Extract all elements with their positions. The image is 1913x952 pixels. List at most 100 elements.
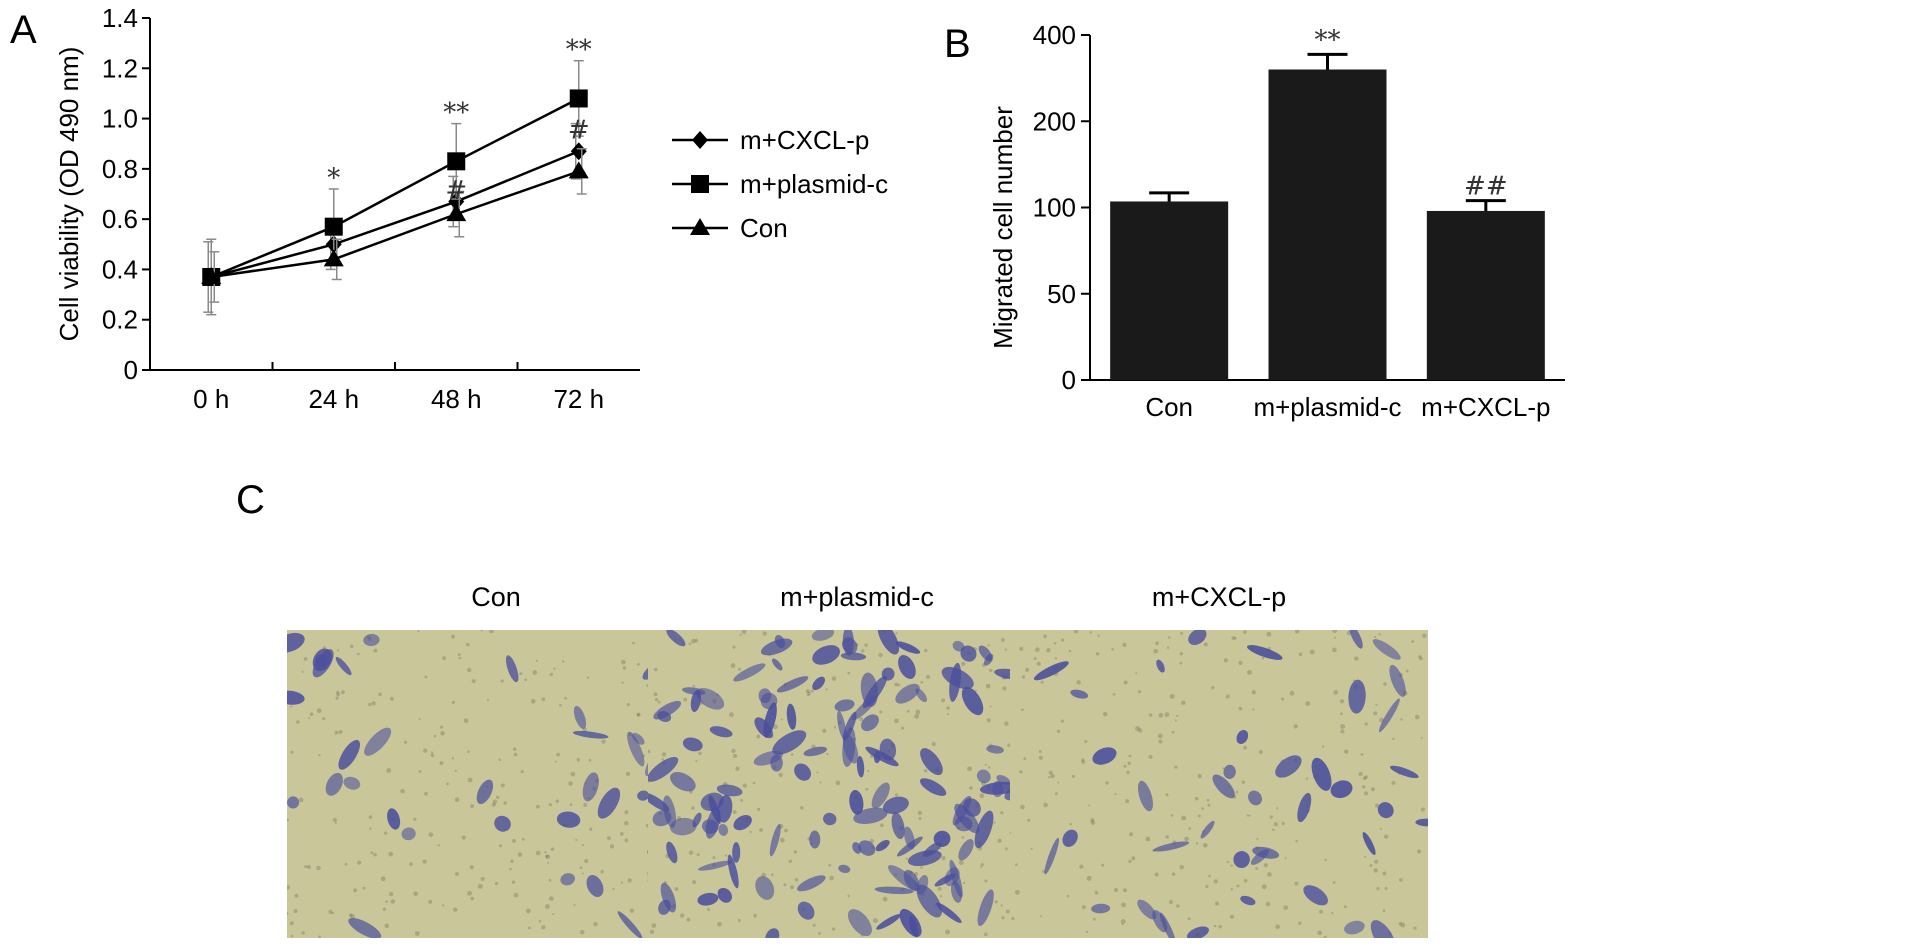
pore-dot [835, 780, 841, 786]
stained-cell [1362, 832, 1376, 855]
stained-cell [883, 796, 909, 814]
pore-dot [348, 913, 353, 917]
pore-dot [895, 632, 898, 635]
pore-dot [290, 934, 294, 938]
pore-dot [454, 769, 457, 773]
pore-dot [1215, 901, 1220, 906]
pore-dot [1267, 872, 1272, 877]
pore-dot [1137, 728, 1143, 733]
pore-dot [1332, 630, 1338, 634]
pore-dot [1201, 807, 1204, 810]
pore-dot [1179, 661, 1183, 665]
pore-dot [1400, 922, 1406, 928]
pore-dot [1309, 649, 1315, 655]
pore-dot [1060, 638, 1065, 642]
pore-dot [500, 783, 505, 788]
pore-dot [304, 865, 308, 869]
pore-dot [901, 726, 905, 730]
stained-cell [753, 750, 783, 766]
pore-dot [729, 712, 734, 718]
pore-dot [859, 717, 864, 722]
pore-dot [538, 920, 542, 923]
pore-dot [712, 856, 716, 860]
stained-cell [1091, 903, 1111, 914]
pore-dot [496, 795, 500, 800]
pore-dot [1066, 894, 1070, 898]
pore-dot [1004, 648, 1008, 651]
pore-dot [724, 854, 728, 857]
stained-cell [907, 850, 942, 867]
pore-dot [568, 781, 573, 786]
stained-cell [325, 772, 343, 796]
pore-dot [1205, 884, 1209, 889]
pore-dot [480, 876, 485, 882]
pore-dot [1015, 863, 1018, 867]
stained-cell [858, 840, 876, 856]
micrograph-label-plasmid: m+plasmid-c [780, 582, 934, 612]
pore-dot [698, 751, 702, 756]
pore-dot [451, 700, 456, 704]
pore-dot [939, 894, 943, 898]
pore-dot [941, 698, 946, 703]
pore-dot [579, 929, 585, 935]
series-line [210, 150, 580, 279]
pore-dot [1238, 660, 1243, 666]
stained-cell [476, 779, 494, 805]
stained-cell [984, 653, 994, 666]
pore-dot [494, 881, 498, 886]
pore-dot [1243, 878, 1248, 883]
pore-dot [564, 696, 567, 700]
stained-cell [809, 830, 821, 849]
pore-dot [800, 805, 804, 810]
pore-dot [409, 862, 413, 866]
pore-dot [498, 758, 501, 762]
pore-dot [730, 663, 736, 669]
stained-cell [1233, 851, 1250, 868]
pore-dot [609, 844, 615, 849]
stained-cell [861, 714, 879, 732]
pore-dot [989, 668, 993, 673]
pore-dot [897, 683, 901, 687]
pore-dot [1122, 642, 1127, 648]
pore-dot [946, 713, 949, 716]
pore-dot [1392, 737, 1395, 741]
pore-dot [657, 700, 661, 704]
pore-dot [1294, 630, 1300, 634]
pore-dot [1375, 703, 1378, 706]
stained-cell [786, 703, 797, 730]
pore-dot [298, 797, 304, 803]
pore-dot [963, 881, 966, 885]
pore-dot [513, 752, 518, 757]
pore-dot [1038, 749, 1042, 753]
pore-dot [1188, 827, 1192, 830]
stained-cell [961, 686, 984, 716]
pore-dot [1340, 729, 1345, 734]
pore-dot [331, 911, 335, 915]
pore-dot [1331, 911, 1334, 915]
pore-dot [1005, 909, 1010, 914]
pore-dot [1158, 739, 1163, 744]
pore-dot [388, 891, 394, 897]
pore-dot [1298, 652, 1303, 657]
stained-cell [837, 710, 847, 740]
stained-cell [755, 876, 775, 900]
pore-dot [1273, 821, 1278, 827]
stained-cell [871, 782, 890, 809]
pore-dot [1213, 924, 1217, 928]
pore-dot [1332, 881, 1336, 884]
pore-dot [480, 630, 483, 632]
pore-dot [1176, 904, 1180, 908]
stained-cell [1200, 820, 1215, 839]
stained-cell [617, 911, 643, 938]
pore-dot [524, 678, 528, 682]
pore-dot [344, 862, 348, 866]
stained-cell [1250, 849, 1269, 865]
pore-dot [737, 918, 741, 922]
legend-marker [691, 175, 709, 193]
pore-dot [987, 766, 991, 769]
pore-dot [559, 703, 562, 707]
stained-cell [879, 738, 897, 761]
pore-dot [1382, 871, 1387, 876]
stained-cell [881, 667, 895, 681]
stained-cell [287, 690, 305, 705]
